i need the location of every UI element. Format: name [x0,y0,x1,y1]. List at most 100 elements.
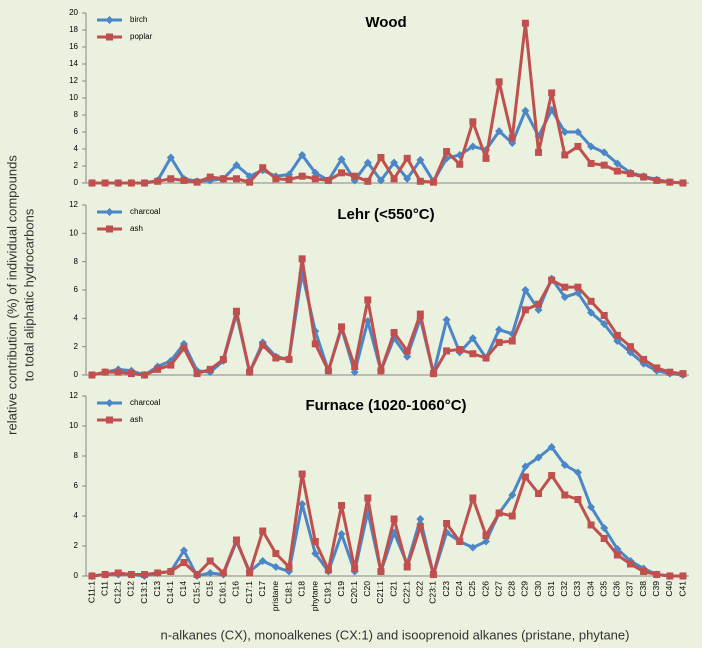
x-tick-label: C21 [388,581,398,597]
point [246,368,254,376]
point [403,347,411,355]
point [141,571,149,578]
y-tick-label: 20 [69,8,78,17]
legend-label: ash [130,415,143,424]
point [600,312,608,319]
x-tick-label: C25 [467,581,477,597]
x-tick-label: C20:1 [349,581,359,604]
legend-label: ash [130,224,143,233]
y-tick-label: 2 [74,342,79,351]
x-tick-label: C18:1 [283,581,293,604]
point [535,300,543,308]
point [88,371,96,379]
point [232,175,240,183]
point [521,286,530,294]
point [574,142,582,150]
point [587,308,596,317]
point [390,515,398,523]
point [574,283,582,291]
x-tick-label: C23:1 [428,581,438,604]
x-tick-label: C36 [612,581,622,597]
point [232,307,240,315]
point [548,472,556,479]
point [351,565,359,572]
point [469,118,477,126]
point [495,127,504,136]
point [180,344,188,352]
legend-label: birch [130,15,147,24]
x-tick-label: C17 [257,581,267,597]
point [416,310,424,318]
point [416,156,425,165]
series-line [91,472,683,578]
point [88,572,96,580]
x-tick-label: C32 [559,581,569,597]
point [285,176,293,184]
point [106,416,113,424]
y-tick-label: 10 [69,421,78,430]
point [193,571,201,578]
legend-label: charcoal [130,207,160,216]
x-tick-label: C18 [296,581,306,597]
point [600,524,609,532]
point [443,148,451,156]
x-axis-label: n-alkanes (CX), monoalkenes (CX:1) and i… [161,627,630,642]
point [666,368,674,376]
point [154,365,162,373]
point [653,176,661,184]
y-tick-label: 12 [69,391,78,400]
point [364,177,372,185]
point [246,569,254,577]
point [390,158,399,167]
point [626,170,634,178]
point [469,494,477,502]
point [666,178,674,186]
point [180,176,188,184]
y-tick-label: 8 [74,451,79,460]
point [88,179,96,187]
y-tick-label: 18 [69,25,78,34]
point [219,175,227,183]
x-tick-label: C15 [204,581,214,597]
point [101,179,109,187]
point [390,175,398,183]
x-tick-label: C30 [533,581,543,597]
point [350,368,359,377]
point [640,568,648,575]
point [666,572,674,580]
point [114,368,122,376]
y-tick-label: 0 [74,571,79,580]
point [338,323,346,331]
point [154,177,162,185]
point [429,178,437,186]
point [127,179,135,187]
point [482,354,490,362]
point [600,148,609,157]
x-tick-label: C13:1 [139,581,149,604]
point [376,176,385,185]
point [640,173,648,181]
point [298,255,306,263]
point [679,179,687,187]
series-line [92,21,684,185]
point [495,509,503,517]
y-tick-label: 8 [74,110,79,119]
point [206,173,214,181]
point [206,365,214,373]
y-tick-label: 0 [74,178,79,187]
series-line [91,445,683,578]
point [167,175,175,183]
x-tick-label: C16:1 [218,581,228,604]
y-tick-label: 6 [74,127,79,136]
x-tick-label: C26 [480,581,490,597]
point [324,367,332,375]
y-tick-label: 0 [74,370,79,379]
point [337,155,346,164]
y-tick-label: 4 [74,313,79,322]
point [193,178,201,186]
point [259,164,267,172]
point [377,367,385,375]
point [613,551,621,559]
point [403,154,411,162]
